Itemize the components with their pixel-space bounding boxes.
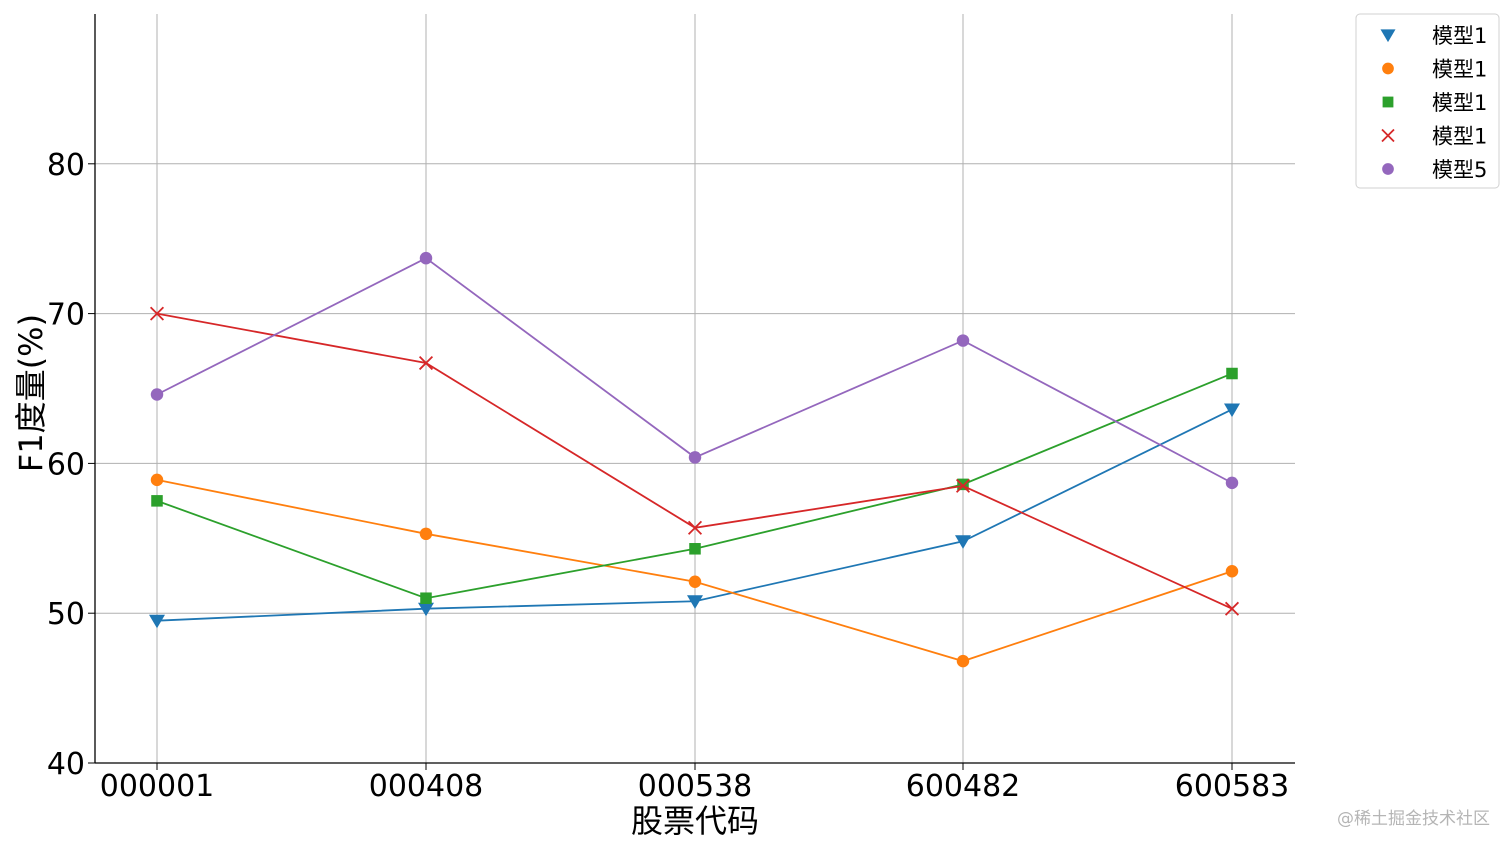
data-point [956,334,970,347]
y-tick-label: 70 [47,298,85,333]
series-4 [149,306,1240,616]
tick-labels: 000001 000408 000538 600482 600583 40 50 60 70 80 [47,148,1289,804]
series-group [149,251,1240,668]
legend-marker [1380,29,1396,43]
data-point [1225,565,1239,578]
legend-marker [1382,62,1394,75]
data-point [419,251,433,265]
x-tick-label: 000408 [369,769,484,804]
data-point [687,520,703,535]
legend-marker [1382,96,1394,108]
data-point [955,535,971,549]
series-3 [151,367,1238,604]
data-point [418,602,434,617]
data-point [418,355,434,371]
legend-marker [1381,128,1395,143]
grid-lines [95,14,1295,763]
data-point [1225,476,1239,490]
data-point [688,575,702,588]
legend-marker-stroke [1381,128,1395,143]
legend-label: 模型1 [1432,125,1487,149]
data-point [150,388,164,401]
legend-label: 模型1 [1432,24,1487,48]
data-point [1224,403,1240,418]
data-point [420,592,432,604]
data-point [1224,601,1240,616]
data-point [149,614,165,629]
x-axis-label: 股票代码 [631,802,759,840]
y-axis-label: F1度量(%) [12,314,50,472]
axes [88,14,1295,770]
x-tick-label: 000538 [638,769,753,804]
series-2 [150,473,1239,668]
data-point-stroke [955,478,971,493]
data-point [149,306,165,321]
legend-marker [1382,163,1394,175]
y-tick-label: 80 [47,148,85,183]
x-tick-label: 000001 [100,769,215,804]
data-point [1226,367,1238,380]
data-point-stroke [149,306,165,321]
watermark-text: @稀土掘金技术社区 [1337,809,1490,829]
data-point-stroke [1224,601,1240,616]
data-point [955,478,971,493]
data-point [687,595,703,609]
data-point [419,527,433,541]
data-point-stroke [687,520,703,535]
legend-box [1355,13,1500,189]
legend-label: 模型1 [1432,91,1487,115]
data-point [956,654,970,668]
legend-label: 模型5 [1432,158,1487,182]
y-tick-label: 60 [47,447,85,482]
series-5 [150,251,1239,490]
data-point [688,451,702,464]
data-point [689,543,701,555]
data-point [957,478,969,491]
x-tick-label: 600482 [906,769,1021,804]
data-point [151,495,163,507]
data-point [150,473,164,487]
data-point-stroke [418,355,434,371]
legend: 模型1 模型1 模型1 模型1 模型5 [1355,13,1500,189]
x-tick-label: 600583 [1175,769,1290,804]
y-tick-label: 40 [47,747,85,782]
legend-label: 模型1 [1432,58,1487,82]
series-1 [149,403,1240,629]
y-tick-label: 50 [47,597,85,632]
